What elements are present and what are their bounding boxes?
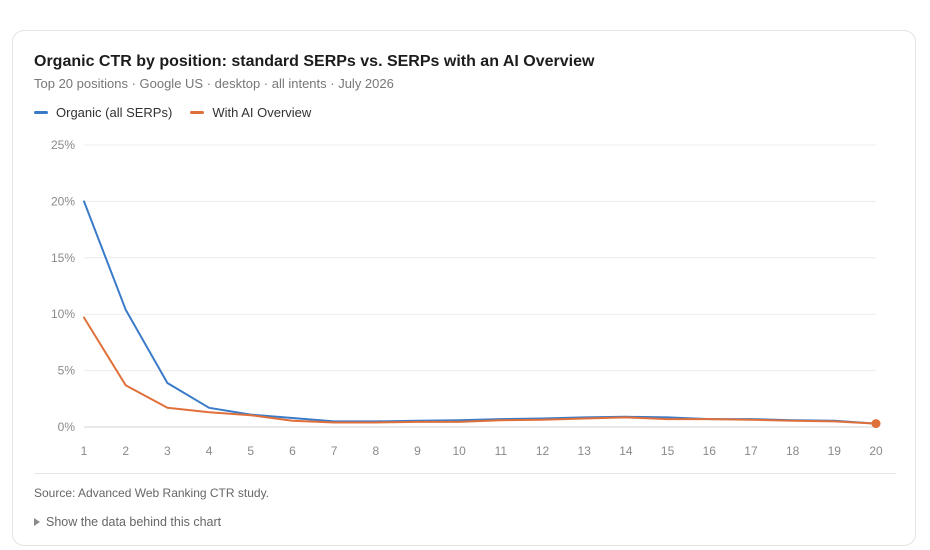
y-tick-label: 15%: [51, 251, 75, 265]
x-tick-label: 5: [247, 444, 254, 458]
series-line-0: [84, 201, 876, 423]
x-tick-label: 7: [331, 444, 338, 458]
x-tick-label: 3: [164, 444, 171, 458]
x-tick-label: 12: [536, 444, 550, 458]
x-tick-label: 1: [81, 444, 88, 458]
x-tick-label: 13: [578, 444, 592, 458]
x-tick-label: 16: [703, 444, 717, 458]
x-tick-label: 19: [828, 444, 842, 458]
x-tick-label: 4: [206, 444, 213, 458]
x-tick-label: 18: [786, 444, 800, 458]
x-tick-label: 2: [122, 444, 129, 458]
chart-source: Source: Advanced Web Ranking CTR study.: [34, 486, 269, 500]
x-tick-label: 11: [495, 444, 508, 458]
x-tick-label: 6: [289, 444, 296, 458]
x-tick-label: 8: [372, 444, 379, 458]
series-end-marker: [872, 419, 881, 428]
show-data-toggle[interactable]: Show the data behind this chart: [34, 515, 221, 529]
y-tick-label: 0%: [58, 420, 76, 434]
x-tick-label: 17: [744, 444, 758, 458]
y-tick-label: 5%: [58, 364, 76, 378]
x-tick-label: 14: [619, 444, 633, 458]
x-tick-label: 20: [869, 444, 883, 458]
chart-card: Organic CTR by position: standard SERPs …: [12, 30, 916, 546]
footer-divider: [34, 473, 896, 474]
y-tick-label: 20%: [51, 194, 75, 208]
line-chart: 0%5%10%15%20%25%1 2 3 4 5 6 7 8 9 10 11 12 13 14 15 16 1…: [13, 31, 917, 471]
x-tick-label: 10: [452, 444, 466, 458]
y-tick-label: 25%: [51, 138, 75, 152]
y-tick-label: 10%: [51, 307, 75, 321]
caret-right-icon: [34, 518, 40, 526]
x-tick-label: 9: [414, 444, 421, 458]
show-data-label: Show the data behind this chart: [46, 515, 221, 529]
x-tick-label: 15: [661, 444, 675, 458]
